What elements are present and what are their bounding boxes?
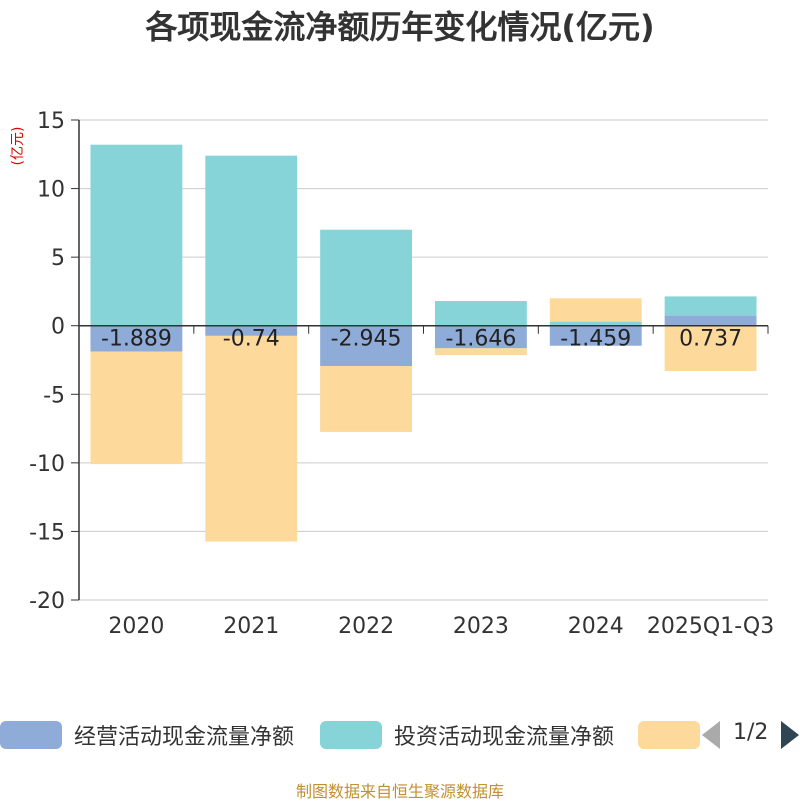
legend-pager: 1/2 — [700, 713, 800, 757]
legend-next-page-icon[interactable] — [781, 721, 799, 749]
bar-investing-2020[interactable] — [90, 144, 183, 326]
bar-financing-2022[interactable] — [320, 366, 413, 432]
bar-operating-2022[interactable] — [320, 325, 413, 367]
data-label-operating-2024: -1.459 — [560, 327, 631, 352]
legend-label-investing: 投资活动现金流量净额 — [394, 725, 615, 750]
bar-financing-2024[interactable] — [549, 298, 642, 322]
source-footer: 制图数据来自恒生聚源数据库 — [295, 782, 504, 801]
y-axis-unit: (亿元) — [10, 127, 26, 166]
bar-investing-2022[interactable] — [320, 229, 413, 326]
y-tick-label: -15 — [29, 520, 65, 545]
data-label-operating-2020: -1.889 — [101, 327, 172, 352]
bar-investing-2023[interactable] — [434, 301, 527, 326]
x-tick-label: 2022 — [338, 614, 394, 639]
data-label-operating-2025Q1-Q3: 0.737 — [679, 327, 742, 352]
x-tick-label: 2021 — [223, 614, 279, 639]
bar-investing-2025Q1-Q3[interactable] — [664, 296, 757, 316]
data-label-operating-2021: -0.74 — [223, 327, 280, 352]
y-tick-label: 15 — [37, 109, 65, 134]
legend: 经营活动现金流量净额 投资活动现金流量净额 1/2 — [0, 713, 800, 757]
bar-investing-2024[interactable] — [549, 321, 642, 326]
y-tick-label: 10 — [37, 178, 65, 203]
bar-financing-2021[interactable] — [205, 335, 298, 542]
y-tick-label: -20 — [29, 589, 65, 614]
bar-financing-2020[interactable] — [90, 351, 183, 465]
legend-item-financing[interactable] — [638, 713, 712, 757]
bar-financing-2023[interactable] — [434, 348, 527, 356]
legend-label-operating: 经营活动现金流量净额 — [74, 725, 295, 750]
bar-operating-2025Q1-Q3[interactable] — [664, 315, 757, 326]
legend-item-operating[interactable]: 经营活动现金流量净额 — [0, 713, 294, 757]
bar-investing-2021[interactable] — [205, 155, 298, 326]
legend-prev-page-icon[interactable] — [702, 721, 720, 749]
bar-operating-2020[interactable] — [90, 325, 183, 352]
y-tick-label: -5 — [43, 383, 65, 408]
legend-swatch-operating — [0, 721, 62, 749]
bar-financing-2025Q1-Q3[interactable] — [664, 325, 757, 371]
data-label-operating-2022: -2.945 — [331, 327, 402, 352]
chart-title: 各项现金流净额历年变化情况(亿元) — [145, 8, 654, 46]
y-tick-label: -10 — [29, 452, 65, 477]
legend-swatch-financing — [638, 721, 700, 749]
legend-item-investing[interactable]: 投资活动现金流量净额 — [320, 713, 614, 757]
y-tick-label: 5 — [51, 246, 65, 271]
x-tick-label: 2025Q1-Q3 — [647, 614, 774, 639]
y-tick-label: 0 — [51, 315, 65, 340]
bar-operating-2024[interactable] — [549, 325, 642, 346]
x-tick-label: 2024 — [568, 614, 624, 639]
data-label-operating-2023: -1.646 — [445, 327, 516, 352]
x-tick-label: 2020 — [108, 614, 164, 639]
x-tick-label: 2023 — [453, 614, 509, 639]
bar-operating-2021[interactable] — [205, 325, 298, 336]
legend-swatch-investing — [320, 721, 382, 749]
bar-operating-2023[interactable] — [434, 325, 527, 349]
legend-page-indicator: 1/2 — [733, 720, 769, 745]
